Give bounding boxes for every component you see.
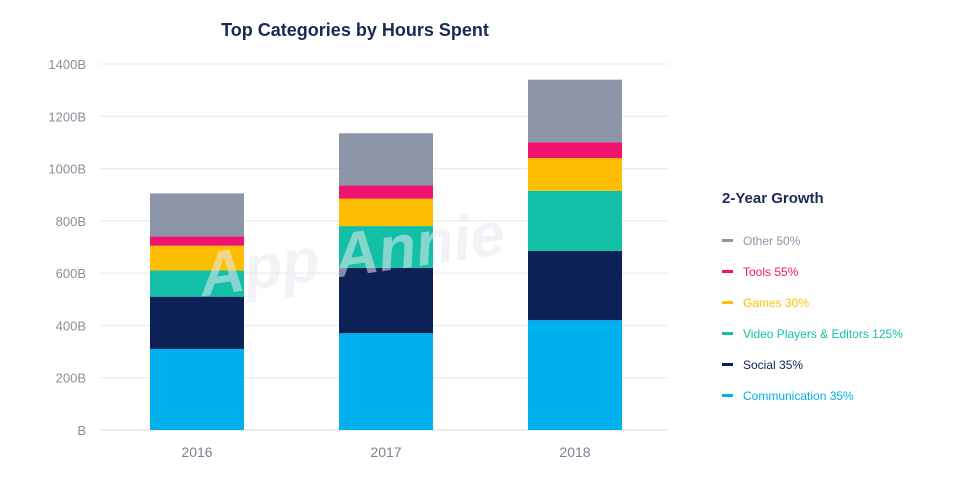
legend-label: Tools 55%	[743, 264, 799, 279]
bar-segment	[339, 333, 433, 430]
y-tick-label: 1200B	[48, 109, 86, 124]
y-axis-ticks: B 200B 400B 600B 800B 1000B 1200B 1400B	[48, 57, 86, 438]
bars	[150, 79, 622, 430]
bar-segment	[150, 270, 244, 297]
bar-segment	[150, 348, 244, 430]
legend-label: Communication 35%	[743, 388, 854, 403]
y-tick-label: 800B	[56, 214, 86, 229]
x-tick-label: 2018	[559, 444, 590, 460]
bar-segment	[528, 190, 622, 251]
bar-segment	[150, 296, 244, 349]
bar-segment	[528, 250, 622, 321]
legend-swatch	[722, 239, 733, 242]
legend-item: Other 50%	[722, 225, 952, 256]
bar-segment	[528, 142, 622, 159]
y-tick-label: 600B	[56, 266, 86, 281]
bar-segment	[339, 267, 433, 334]
legend: 2-Year Growth Other 50% Tools 55% Games 30…	[722, 190, 952, 411]
legend-swatch	[722, 394, 733, 397]
bar-segment	[528, 320, 622, 430]
legend-swatch	[722, 270, 733, 273]
legend-label: Video Players & Editors 125%	[743, 326, 903, 341]
bar-segment	[150, 236, 244, 246]
legend-item: Tools 55%	[722, 256, 952, 287]
legend-swatch	[722, 332, 733, 335]
bar-segment	[339, 133, 433, 186]
legend-item: Communication 35%	[722, 380, 952, 411]
legend-items: Other 50% Tools 55% Games 30% Video Players…	[722, 225, 952, 411]
y-tick-label: 1400B	[48, 57, 86, 72]
y-tick-label: B	[77, 423, 86, 438]
legend-label: Games 30%	[743, 295, 810, 310]
chart-title: Top Categories by Hours Spent	[221, 20, 489, 40]
legend-swatch	[722, 301, 733, 304]
bar-segment	[528, 158, 622, 191]
bar-segment	[528, 79, 622, 143]
y-tick-label: 400B	[56, 318, 86, 333]
x-tick-label: 2016	[181, 444, 212, 460]
y-tick-label: 1000B	[48, 162, 86, 177]
x-axis-labels: 2016 2017 2018	[181, 444, 590, 460]
legend-label: Social 35%	[743, 357, 804, 372]
bar-segment	[150, 193, 244, 237]
bar-segment	[339, 198, 433, 227]
x-tick-label: 2017	[370, 444, 401, 460]
legend-swatch	[722, 363, 733, 366]
bar-segment	[150, 245, 244, 271]
legend-item: Video Players & Editors 125%	[722, 318, 952, 349]
legend-item: Games 30%	[722, 287, 952, 318]
bar-segment	[339, 226, 433, 268]
legend-label: Other 50%	[743, 233, 801, 248]
legend-title: 2-Year Growth	[722, 190, 824, 207]
legend-item: Social 35%	[722, 349, 952, 380]
y-tick-label: 200B	[56, 371, 86, 386]
bar-segment	[339, 185, 433, 199]
